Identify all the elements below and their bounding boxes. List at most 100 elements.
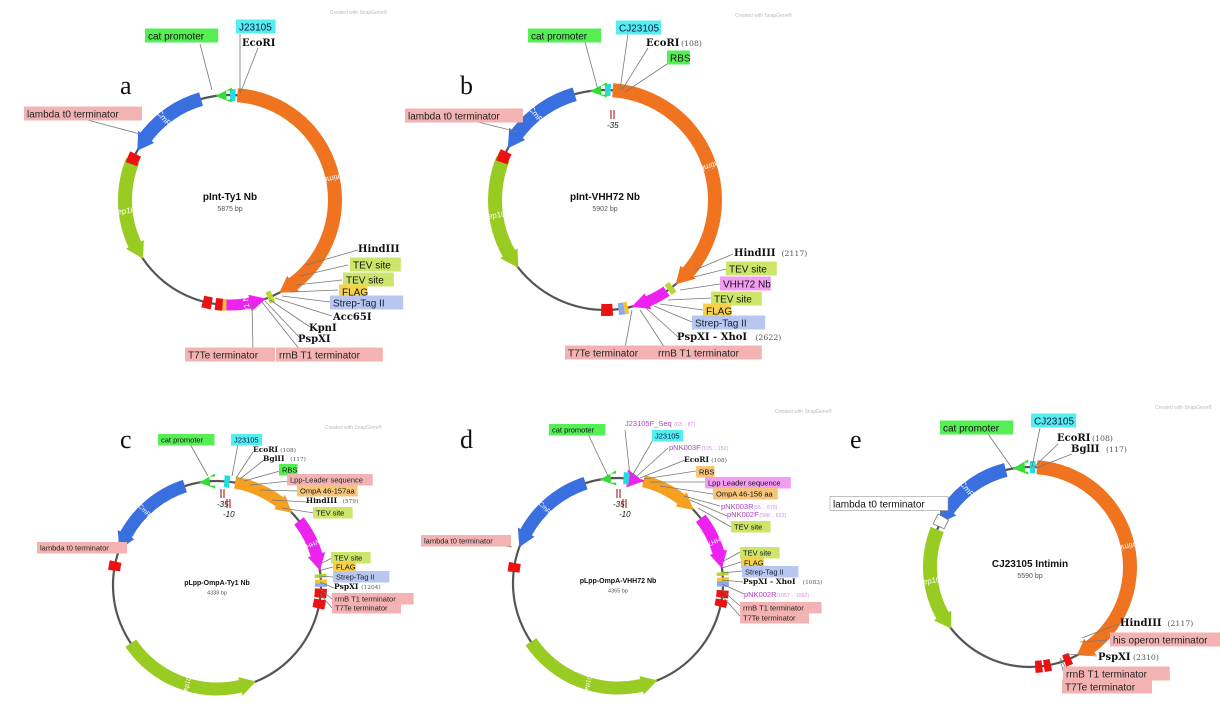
restriction-site-name: EcoRI <box>242 38 276 49</box>
restriction-site-name: HindIII <box>358 244 400 255</box>
leader-line <box>683 495 721 507</box>
feature-label: Lpp Leader sequence <box>705 477 791 489</box>
label-text: T7Te terminator <box>1065 683 1136 694</box>
label-box <box>331 552 371 564</box>
plasmid-size: 5875 bp <box>217 206 242 213</box>
feature-mark <box>265 290 276 304</box>
label-box <box>158 434 215 446</box>
label-box <box>616 20 662 35</box>
plasmid-name: pInt-Ty1 Nb <box>203 192 257 203</box>
leader-line <box>317 557 333 566</box>
feature-label: FLAG <box>703 303 732 318</box>
restriction-site-name: Acc65I <box>332 312 372 323</box>
label-box <box>1063 666 1170 681</box>
restriction-site-name: HindIII <box>306 496 338 505</box>
feature-label: TEV site <box>343 272 394 287</box>
leader-line <box>667 297 713 301</box>
label-text: RBS <box>282 466 297 475</box>
leader-line <box>239 47 259 95</box>
label-text: FLAG <box>342 288 368 299</box>
plasmid-size: 4338 bp <box>207 591 227 597</box>
feature-label: HindIII (2117) <box>1120 618 1193 629</box>
leader-line <box>235 451 254 479</box>
terminator-mark <box>201 295 213 310</box>
feature-label: RBS <box>279 464 298 476</box>
feature-label: Lpp-Leader sequence <box>287 474 373 486</box>
restriction-site-position: (2117) <box>1167 619 1193 628</box>
leader-line <box>1059 657 1067 669</box>
feature-arrow <box>234 476 292 513</box>
feature-label: PspXI <box>298 334 331 345</box>
leader-line <box>319 581 335 589</box>
restriction-site-name: BglII <box>263 454 285 463</box>
label-box <box>692 315 766 330</box>
label-box <box>711 291 762 306</box>
label-box <box>703 303 732 318</box>
label-box <box>276 347 383 362</box>
label-text: cat promoter <box>148 32 205 43</box>
feature-mark <box>716 571 729 577</box>
label-box <box>333 571 390 583</box>
feature-label: rrnB T1 terminator <box>276 347 383 362</box>
restriction-site-name: EcoRI <box>684 455 710 464</box>
label-text: RBS <box>670 54 691 65</box>
label-box <box>313 507 353 519</box>
leader-line <box>1033 443 1059 468</box>
terminator-mark <box>716 589 729 599</box>
feature-label: lambda t0 terminator <box>24 106 142 121</box>
feature-label: OmpA 46-156 aa <box>713 488 778 500</box>
feature-name: Ty1 Nb <box>240 290 253 317</box>
feature-mark <box>664 281 677 296</box>
leader-line <box>319 593 333 609</box>
leader-line <box>621 47 649 91</box>
primer-position: (1057 .. 1092) <box>776 593 809 599</box>
snapgene-watermark: Created with SnapGene® <box>325 424 382 431</box>
feature-mark <box>314 579 327 584</box>
terminator-mark <box>314 588 327 599</box>
leader-line <box>231 443 239 477</box>
feature-label: lambda t0 terminator <box>37 542 127 554</box>
label-text: CJ23105 <box>1034 417 1074 428</box>
leader-line <box>274 297 333 317</box>
leader-line <box>1065 653 1098 657</box>
leader-line <box>251 302 254 351</box>
label-box <box>332 593 414 605</box>
intimin-feature <box>1036 460 1137 656</box>
feature-label: KpnI <box>309 323 337 334</box>
restriction-site-name: EcoRI <box>646 38 680 49</box>
label-text: RBS <box>699 468 714 477</box>
restriction-site-position: (2117) <box>781 249 807 258</box>
minus35-label: -35 <box>607 121 619 130</box>
restriction-site-position: (2622) <box>755 333 781 342</box>
leader-line <box>318 575 334 578</box>
terminator-mark <box>125 151 142 167</box>
rep101-feature <box>525 638 658 695</box>
label-text: T7Te terminator <box>568 349 639 360</box>
label-text: rrnB T1 terminator <box>1066 670 1148 681</box>
feature-label: cat promoter <box>528 28 602 43</box>
feature-mark <box>617 302 626 316</box>
feature-label: rrnB T1 terminator <box>740 602 822 614</box>
label-box <box>1062 679 1152 694</box>
primer-name: J23105F_Seq <box>625 419 672 428</box>
label-box <box>343 272 394 287</box>
terminator-mark <box>714 598 728 608</box>
feature-mark <box>314 583 327 587</box>
primer-name: pNK002R <box>744 590 777 599</box>
label-box <box>740 612 809 624</box>
minus35-label: -35 <box>613 500 625 509</box>
restriction-site-name: PspXI <box>1098 652 1131 663</box>
feature-label: OmpA 46-157aa <box>297 485 358 497</box>
primer-name: pNK002F <box>727 510 759 519</box>
snapgene-watermark: Created with SnapGene® <box>735 12 792 19</box>
restriction-site-name: EcoRI <box>253 445 279 454</box>
label-text: cat promoter <box>552 426 595 435</box>
leader-line <box>721 595 741 617</box>
feature-mark <box>623 301 630 315</box>
leader-line <box>79 117 141 135</box>
label-text: VHH72 Nb <box>723 280 771 291</box>
feature-mark <box>1030 461 1036 474</box>
